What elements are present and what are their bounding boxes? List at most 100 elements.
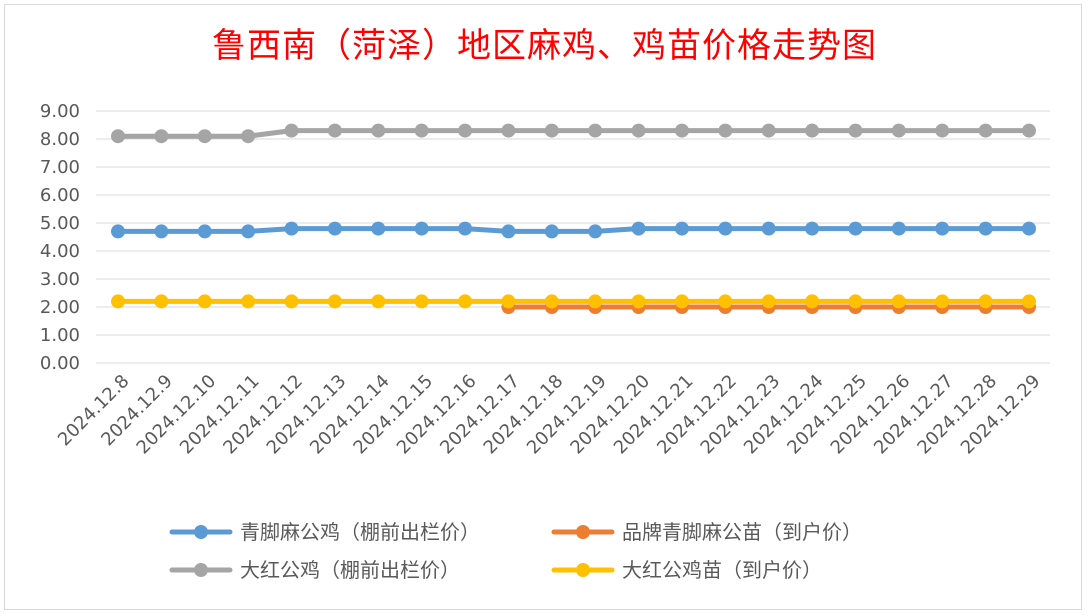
data-point — [761, 294, 776, 309]
data-point — [1022, 123, 1036, 138]
data-point — [1022, 221, 1036, 236]
data-point — [935, 294, 950, 309]
data-point — [371, 123, 386, 138]
legend-label: 品牌青脚麻公苗（到户价） — [622, 520, 862, 544]
data-point — [805, 294, 820, 309]
data-point — [674, 221, 689, 236]
grid-layer — [96, 110, 1050, 364]
data-point — [241, 294, 256, 309]
data-point — [111, 294, 125, 309]
data-point — [1022, 294, 1036, 309]
data-point — [284, 123, 299, 138]
data-point — [588, 224, 603, 239]
legend: 青脚麻公鸡（棚前出栏价） 品牌青脚麻公苗（到户价） 大红公鸡（棚前出栏价） 大红公鸡苗… — [169, 520, 862, 582]
data-point — [111, 129, 125, 144]
data-point — [327, 294, 342, 309]
y-tick-label: 5.00 — [40, 213, 80, 234]
data-point — [111, 224, 125, 239]
data-point — [978, 221, 993, 236]
data-point — [848, 123, 863, 138]
data-point — [197, 129, 212, 144]
data-point — [284, 221, 299, 236]
y-tick-label: 6.00 — [40, 185, 80, 206]
data-point — [935, 221, 950, 236]
data-point — [154, 129, 169, 144]
legend-label: 大红公鸡苗（到户价） — [622, 558, 822, 582]
chart-title: 鲁西南（菏泽）地区麻鸡、鸡苗价格走势图 — [212, 26, 877, 66]
data-point — [284, 294, 299, 309]
series-3 — [111, 294, 1036, 309]
legend-label: 大红公鸡（棚前出栏价） — [240, 558, 460, 582]
data-point — [674, 123, 689, 138]
data-point — [891, 221, 906, 236]
data-point — [718, 123, 733, 138]
legend-swatch-marker — [576, 525, 590, 539]
legend-item: 品牌青脚麻公苗（到户价） — [551, 520, 862, 544]
data-point — [544, 294, 559, 309]
legend-item: 大红公鸡苗（到户价） — [551, 558, 822, 582]
data-point — [458, 221, 473, 236]
data-point — [544, 224, 559, 239]
data-point — [848, 294, 863, 309]
data-point — [154, 224, 169, 239]
y-axis-ticks: 0.00 1.00 2.00 3.00 4.00 5.00 6.00 7.00 8.00 9.00 — [40, 101, 80, 374]
series-0 — [111, 221, 1036, 239]
data-point — [891, 123, 906, 138]
data-point — [978, 294, 993, 309]
data-point — [458, 294, 473, 309]
data-point — [761, 123, 776, 138]
data-point — [631, 123, 646, 138]
data-point — [154, 294, 169, 309]
y-tick-label: 2.00 — [40, 297, 80, 318]
series-line — [115, 226, 1032, 234]
series-2 — [111, 123, 1036, 144]
legend-swatch-marker — [194, 563, 208, 577]
y-tick-label: 8.00 — [40, 129, 80, 150]
data-point — [978, 123, 993, 138]
data-point — [761, 221, 776, 236]
legend-label: 青脚麻公鸡（棚前出栏价） — [240, 520, 480, 544]
y-tick-label: 9.00 — [40, 101, 80, 122]
data-point — [501, 294, 516, 309]
data-point — [631, 294, 646, 309]
data-point — [718, 221, 733, 236]
x-axis-ticks: 2024.12.82024.12.92024.12.102024.12.1120… — [54, 371, 1045, 459]
legend-item: 青脚麻公鸡（棚前出栏价） — [169, 520, 480, 544]
data-point — [805, 123, 820, 138]
data-point — [241, 129, 256, 144]
data-point — [414, 123, 429, 138]
data-point — [631, 221, 646, 236]
data-point — [197, 224, 212, 239]
legend-swatch-marker — [194, 525, 208, 539]
data-point — [327, 221, 342, 236]
series-line — [115, 128, 1032, 139]
y-tick-label: 7.00 — [40, 157, 80, 178]
data-point — [371, 221, 386, 236]
data-point — [197, 294, 212, 309]
legend-swatch-marker — [576, 563, 590, 577]
data-point — [935, 123, 950, 138]
data-point — [674, 294, 689, 309]
y-tick-label: 4.00 — [40, 241, 80, 262]
data-point — [371, 294, 386, 309]
data-point — [501, 224, 516, 239]
legend-item: 大红公鸡（棚前出栏价） — [169, 558, 460, 582]
data-point — [241, 224, 256, 239]
data-point — [458, 123, 473, 138]
y-tick-label: 0.00 — [40, 353, 80, 374]
data-point — [718, 294, 733, 309]
y-tick-label: 1.00 — [40, 325, 80, 346]
data-point — [501, 123, 516, 138]
data-point — [848, 221, 863, 236]
data-point — [544, 123, 559, 138]
y-tick-label: 3.00 — [40, 269, 80, 290]
data-point — [588, 123, 603, 138]
data-point — [891, 294, 906, 309]
data-point — [805, 221, 820, 236]
data-point — [588, 294, 603, 309]
data-point — [327, 123, 342, 138]
series-layer — [111, 123, 1036, 314]
data-point — [414, 221, 429, 236]
data-point — [414, 294, 429, 309]
